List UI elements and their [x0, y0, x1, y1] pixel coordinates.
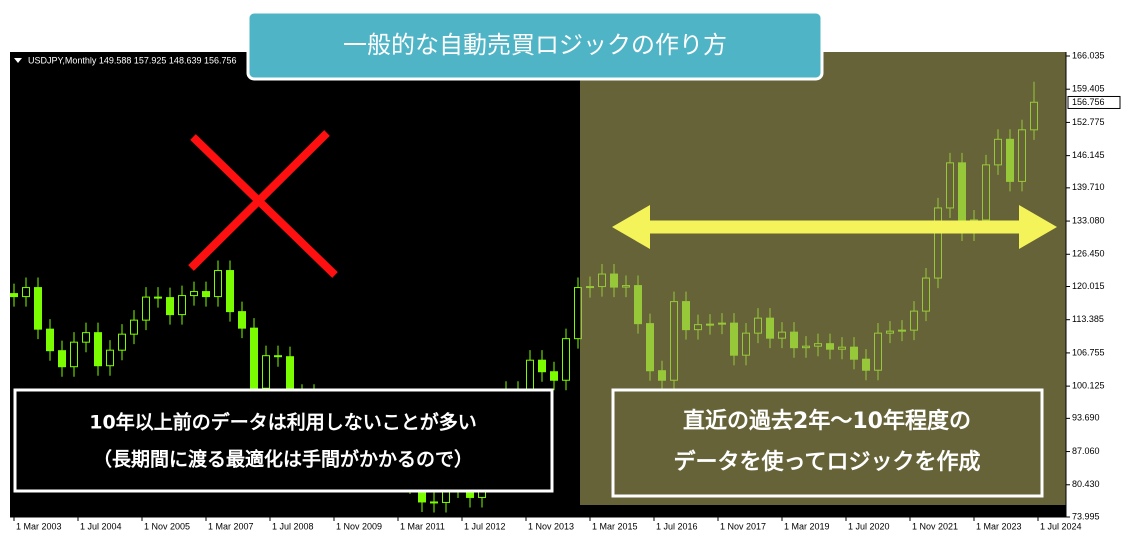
axis-layer: 166.035 159.405 152.775 146.145 139.710 133.0… — [10, 50, 1121, 531]
x-tick-label: 1 Mar 2015 — [592, 521, 638, 531]
x-tick-label: 1 Jul 2004 — [80, 521, 122, 531]
arrow-head — [1019, 205, 1057, 249]
note-text: データを使ってロジックを作成 — [674, 449, 981, 475]
menu-arrow — [14, 58, 22, 63]
y-tick-label: 146.145 — [1072, 150, 1105, 160]
candle-body — [274, 355, 282, 358]
x-tick-label: 1 Mar 2023 — [976, 521, 1022, 531]
candle-body — [214, 270, 222, 298]
candle-body — [70, 341, 78, 368]
candle-body — [10, 293, 18, 298]
y-tick-label: 100.125 — [1072, 380, 1105, 390]
candle-body — [430, 501, 438, 504]
y-tick-label: 93.690 — [1072, 413, 1100, 423]
candle-body — [250, 327, 258, 389]
candle-body — [538, 359, 546, 373]
x-tick-label: 1 Nov 2017 — [720, 521, 766, 531]
x-tick-label: 1 Nov 2013 — [528, 521, 574, 531]
candle-body — [190, 291, 198, 297]
candle-body — [262, 355, 270, 389]
x-tick-label: 1 Jul 2008 — [272, 521, 314, 531]
candle-body — [178, 295, 186, 316]
cross-mark — [190, 134, 338, 278]
y-tick-label: 73.995 — [1072, 511, 1100, 521]
candle-body — [130, 319, 138, 335]
x-tick-label: 1 Mar 2007 — [208, 521, 254, 531]
candle-body — [202, 291, 210, 298]
y-tick-label: 106.755 — [1072, 347, 1105, 357]
y-tick-label: 159.405 — [1072, 84, 1105, 94]
x-tick-label: 1 Nov 2009 — [336, 521, 382, 531]
y-tick-label: 133.080 — [1072, 215, 1105, 225]
candle-body — [154, 296, 162, 299]
y-tick-label: 166.035 — [1072, 50, 1105, 60]
x-tick-label: 1 Mar 2011 — [400, 521, 445, 531]
candle-body — [226, 270, 234, 313]
y-tick-label: 152.775 — [1072, 117, 1105, 127]
y-tick-label: 120.015 — [1072, 281, 1105, 291]
y-tick-label: 80.430 — [1072, 479, 1100, 489]
candle-body — [46, 328, 54, 352]
arrow-head — [612, 205, 650, 249]
price-label: 156.756 — [1072, 97, 1105, 107]
chart-title: 一般的な自動売買ロジックの作り方 — [343, 31, 727, 59]
note-box — [13, 388, 554, 493]
candle-body — [22, 287, 30, 298]
candle-body — [238, 311, 246, 329]
y-tick-label: 126.450 — [1072, 249, 1105, 259]
note-text: 10年以上前のデータは利用しないことが多い — [89, 411, 476, 434]
candle-body — [82, 332, 90, 343]
highlight-region — [580, 52, 1066, 505]
candle-body — [562, 338, 570, 381]
candle-body — [106, 349, 114, 367]
x-tick-label: 1 Jul 2024 — [1040, 521, 1082, 531]
note-text: （長期間に渡る最適化は手間がかかるので） — [93, 448, 473, 471]
candle-body — [142, 296, 150, 321]
candle-body — [550, 371, 558, 381]
x-tick-label: 1 Nov 2021 — [912, 521, 958, 531]
x-tick-label: 1 Mar 2019 — [784, 521, 830, 531]
price-label-box — [1067, 95, 1121, 109]
y-tick-label: 139.710 — [1072, 182, 1105, 192]
note-box — [611, 388, 1044, 498]
candle-body — [118, 333, 126, 351]
candle-body — [166, 297, 174, 316]
x-tick-label: 1 Nov 2005 — [144, 521, 190, 531]
candle-body — [94, 332, 102, 367]
title-banner — [246, 10, 824, 81]
y-tick-label: 87.060 — [1072, 446, 1100, 456]
y-tick-label: 113.385 — [1072, 314, 1104, 324]
cross-mark — [188, 130, 330, 271]
x-tick-label: 1 Jul 2020 — [848, 521, 890, 531]
x-tick-label: 1 Mar 2003 — [16, 521, 62, 531]
candle-body — [58, 350, 66, 368]
candle-body — [34, 287, 42, 330]
symbol-info: USDJPY,Monthly 149.588 157.925 148.639 1… — [28, 55, 237, 65]
note-text: 直近の過去2年〜10年程度の — [683, 408, 971, 434]
x-tick-label: 1 Jul 2012 — [464, 521, 506, 531]
x-tick-label: 1 Jul 2016 — [656, 521, 698, 531]
